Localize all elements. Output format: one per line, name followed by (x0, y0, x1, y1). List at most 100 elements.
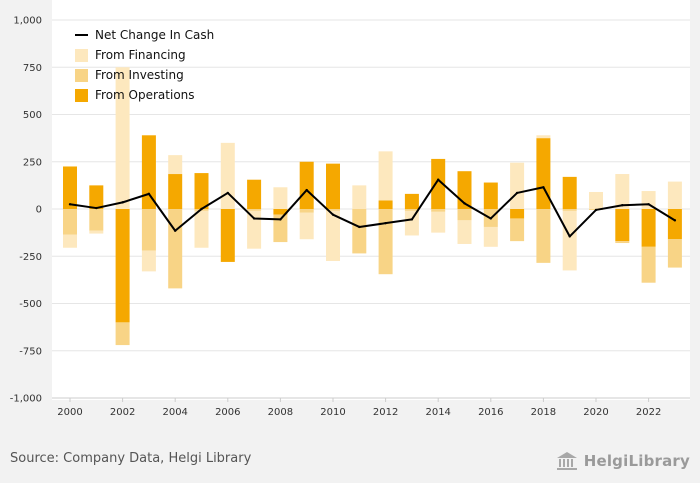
bar-from-operations (220, 209, 235, 262)
bar-from-investing (536, 209, 551, 263)
bar-from-financing (141, 250, 156, 272)
bar-from-financing (510, 162, 525, 209)
net-change-point (489, 217, 492, 220)
y-tick-label: -500 (19, 299, 42, 310)
bar-from-investing (510, 218, 525, 242)
chart-frame: -1,000 -750 -500 -250 0 250 500 750 1,000 2000 200… (10, 0, 690, 418)
y-tick-label: 250 (23, 157, 42, 168)
net-change-point (331, 213, 335, 216)
bar-from-operations (431, 158, 446, 209)
x-tick-label: 2008 (268, 407, 293, 418)
net-change-point (95, 206, 98, 210)
bar-from-financing (247, 210, 262, 249)
helgi-library-logo[interactable]: HelgiLibrary (556, 448, 690, 474)
bar-from-operations (483, 182, 498, 209)
x-tick-label: 2020 (583, 407, 608, 418)
x-tick-label: 2012 (373, 407, 398, 418)
bar-from-operations (615, 209, 630, 242)
legend-swatch (75, 89, 88, 102)
y-tick-label: 500 (23, 110, 42, 121)
bar-from-operations (378, 200, 393, 209)
bar-from-investing (115, 322, 130, 346)
bar-from-financing (483, 226, 498, 247)
net-change-point (174, 229, 177, 232)
bar-from-operations (168, 174, 183, 209)
bar-from-financing (457, 220, 472, 244)
bar-from-financing (63, 234, 77, 248)
legend-swatch (75, 49, 88, 62)
bar-from-operations (667, 209, 682, 240)
x-tick-label: 2004 (162, 407, 187, 418)
bar-from-investing (168, 209, 183, 289)
net-change-point (568, 235, 571, 238)
bar-from-operations (115, 209, 130, 323)
bar-from-financing (194, 210, 209, 248)
bar-from-investing (273, 214, 288, 243)
bar-from-investing (431, 209, 446, 212)
bar-from-investing (667, 239, 682, 268)
bar-from-investing (299, 209, 314, 213)
net-change-point (226, 191, 229, 195)
x-tick-label: 2010 (320, 407, 345, 418)
y-tick-label: -1,000 (10, 394, 42, 405)
bar-from-investing (562, 209, 577, 211)
bar-from-investing (63, 209, 77, 235)
bar-from-financing (615, 174, 630, 209)
bar-from-operations (326, 163, 340, 209)
bar-from-financing (273, 187, 288, 209)
bar-from-operations (404, 193, 419, 209)
x-tick-label: 2006 (215, 407, 240, 418)
bar-from-operations (194, 173, 209, 209)
bar-from-investing (326, 209, 340, 211)
bar-from-financing (404, 210, 419, 236)
net-change-point (200, 207, 203, 211)
bar-from-operations (89, 185, 104, 209)
legend-label: From Financing (95, 48, 186, 62)
bar-from-financing (220, 142, 235, 209)
net-change-point (463, 202, 466, 205)
y-tick-label: -750 (19, 346, 42, 357)
bar-from-financing (562, 210, 577, 271)
chart-svg: -1,000 -750 -500 -250 0 250 500 750 1,000 2000 200… (10, 0, 690, 418)
bar-from-investing (404, 209, 419, 211)
bar-from-operations (299, 161, 314, 209)
x-tick-label: 2002 (110, 407, 135, 418)
x-tick-label: 2014 (425, 407, 450, 418)
bar-from-financing (299, 212, 314, 240)
bar-from-financing (667, 181, 682, 209)
bar-from-operations (273, 209, 288, 215)
bar-from-financing (326, 210, 340, 261)
bar-from-operations (641, 209, 656, 247)
bar-from-investing (641, 246, 656, 283)
plot-background (52, 0, 690, 400)
bar-from-operations (536, 138, 551, 209)
y-tick-label: -250 (19, 252, 42, 263)
net-change-point (358, 225, 361, 229)
net-change-point (68, 203, 72, 206)
net-change-point (437, 178, 440, 181)
y-tick-label: 750 (23, 63, 42, 74)
y-tick-label: 1,000 (13, 16, 42, 27)
x-tick-label: 2000 (57, 407, 82, 418)
net-change-point (594, 208, 598, 212)
library-building-icon (556, 452, 577, 470)
bar-from-investing (352, 209, 367, 254)
bar-from-financing (378, 151, 393, 201)
net-change-point (305, 188, 308, 192)
bar-from-operations (247, 179, 262, 209)
bar-from-financing (168, 155, 183, 175)
net-change-point (279, 218, 282, 221)
bar-from-investing (247, 209, 262, 211)
bar-from-investing (615, 241, 630, 244)
net-change-point (542, 186, 545, 189)
bar-from-operations (562, 176, 577, 209)
net-change-point (673, 219, 677, 222)
footer: Source: Company Data, Helgi Library Helg… (0, 440, 700, 483)
net-change-point (647, 203, 650, 206)
net-change-line (69, 178, 676, 238)
y-tick-label: 0 (36, 205, 42, 216)
x-tick-label: 2018 (531, 407, 556, 418)
bar-from-financing (589, 191, 603, 209)
x-tick-label: 2016 (478, 407, 503, 418)
net-change-point (515, 191, 519, 195)
